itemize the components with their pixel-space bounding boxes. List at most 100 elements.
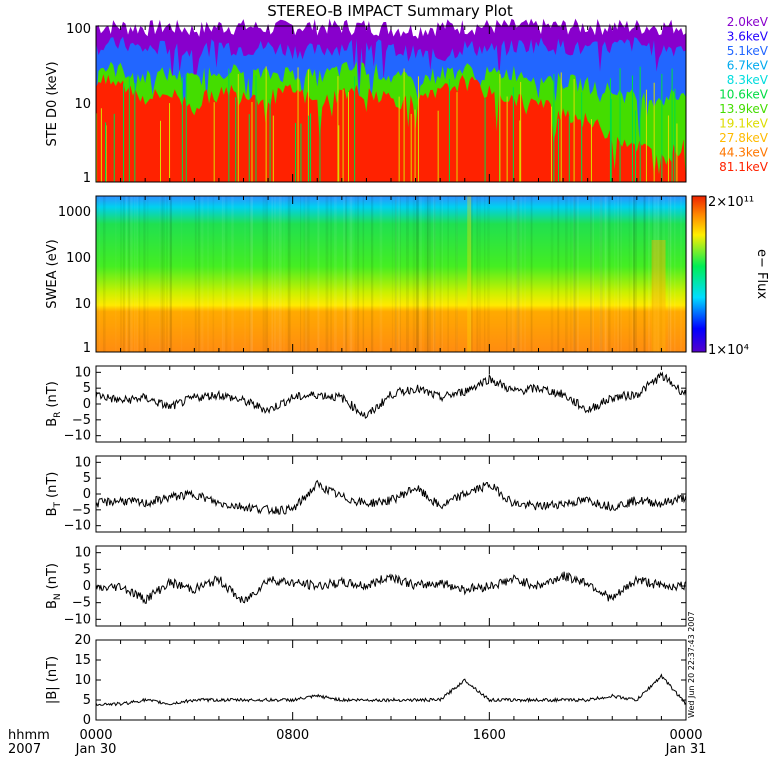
swea-stripe (398, 196, 401, 352)
swea-stripe (633, 196, 636, 352)
bmag-panel: 20 15 10 5 0 |B| (nT) Wed Jun 20 22:37:43 20… (45, 611, 696, 728)
swea-ytick-1000: 1000 (58, 205, 91, 220)
swea-stripe (647, 196, 651, 352)
swea-stripe (370, 196, 374, 352)
x-tick-label: 0800 (276, 728, 309, 743)
swea-stripe (147, 196, 149, 352)
swea-stripe (357, 196, 360, 352)
swea-stripe (530, 196, 533, 352)
bn-yticks: 105 0 −5−10 (64, 546, 686, 627)
swea-stripe (213, 196, 215, 352)
swea-stripe (669, 196, 672, 352)
ytick-label: −10 (64, 612, 91, 627)
ytick-label: 0 (83, 397, 91, 412)
swea-stripe (590, 196, 592, 352)
swea-stripe (614, 196, 616, 352)
swea-stripe (429, 196, 432, 352)
swea-stripe (379, 196, 383, 352)
swea-stripe (592, 196, 594, 352)
swea-stripe (604, 196, 606, 352)
swea-stripe (635, 196, 637, 352)
ytick-label: −10 (64, 519, 91, 534)
bmag-trace (95, 673, 687, 707)
swea-stripe (115, 196, 116, 352)
bt-ylabel-unit: (nT) (45, 472, 60, 498)
swea-stripe (484, 196, 486, 352)
ytick-label: 5 (83, 471, 91, 486)
swea-stripe (394, 196, 397, 352)
swea-stripe (667, 196, 670, 352)
ytick-label: 20 (74, 633, 91, 648)
swea-stripe (351, 196, 354, 352)
swea-stripe (426, 196, 429, 352)
swea-stripe (469, 196, 471, 352)
swea-stripe (516, 196, 520, 352)
swea-event-1 (467, 196, 472, 352)
ste-d0-panel: STE D0 (keV) 100 10 1 2.0keV3.6keV5.1keV… (45, 15, 769, 186)
swea-stripe (325, 196, 329, 352)
ste-d0-ytick-1: 1 (83, 171, 91, 186)
swea-stripe (565, 196, 568, 352)
ytick-label: −10 (64, 429, 91, 444)
swea-stripe (608, 196, 611, 352)
bmag-axes (95, 639, 687, 721)
swea-stripe (590, 196, 592, 352)
swea-stripe (306, 196, 310, 352)
swea-stripe (506, 196, 508, 352)
br-ylabel-main: B (45, 418, 60, 427)
bn-ylabel-sub: N (53, 593, 63, 600)
bn-ylabel: BN (nT) (45, 563, 63, 609)
timestamp-note: Wed Jun 20 22:37:43 2007 (687, 611, 696, 718)
swea-stripe (273, 196, 277, 352)
ste-legend-item: 6.7keV (727, 59, 769, 73)
swea-stripe (166, 196, 168, 352)
ytick-label: 10 (74, 546, 91, 561)
swea-stripe (470, 196, 473, 352)
swea-stripe (629, 196, 631, 352)
ste-legend-item: 19.1keV (719, 117, 769, 131)
swea-stripe (487, 196, 489, 352)
swea-stripe (250, 196, 253, 352)
swea-stripe (134, 196, 136, 352)
swea-stripe (221, 196, 224, 352)
swea-stripe (573, 196, 575, 352)
swea-stripe (143, 196, 146, 352)
swea-stripe (223, 196, 225, 352)
swea-stripe (456, 196, 458, 352)
swea-stripe (454, 196, 458, 352)
swea-stripe (573, 196, 577, 352)
swea-stripe (476, 196, 479, 352)
swea-stripe (276, 196, 278, 352)
swea-stripe (520, 196, 522, 352)
swea-stripe (250, 196, 253, 352)
ytick-label: 15 (74, 653, 91, 668)
swea-stripe (570, 196, 571, 352)
ytick-label: 10 (74, 365, 91, 380)
swea-stripe (617, 196, 620, 352)
bt-axes (95, 455, 687, 533)
swea-stripe (334, 196, 337, 352)
swea-stripe (305, 196, 308, 352)
swea-stripe (129, 196, 133, 352)
swea-stripe (679, 196, 683, 352)
ytick-label: −5 (72, 503, 91, 518)
swea-stripe (128, 196, 131, 352)
swea-stripe (362, 196, 365, 352)
bt-ylabel: BT (nT) (45, 472, 63, 517)
swea-panel: SWEA (eV) 1000 100 10 1 2×10¹¹ 1×10⁴ e− … (45, 195, 769, 358)
swea-stripe (599, 196, 603, 352)
ytick-label: 0 (83, 713, 91, 728)
ste-legend-item: 44.3keV (719, 146, 769, 160)
ytick-label: 10 (74, 673, 91, 688)
ste-legend-item: 13.9keV (719, 102, 769, 116)
swea-stripe (557, 196, 560, 352)
plot-title: STEREO-B IMPACT Summary Plot (267, 2, 513, 20)
swea-stripe (122, 196, 125, 352)
swea-stripe (619, 196, 621, 352)
swea-ytick-10: 10 (74, 297, 91, 312)
